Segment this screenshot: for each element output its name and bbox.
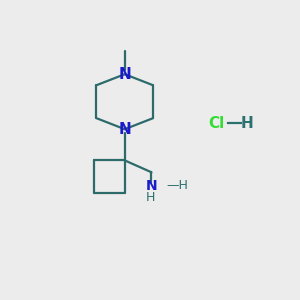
Text: H: H [241,116,253,131]
Text: N: N [118,67,131,82]
Text: H: H [146,191,156,204]
Text: Cl: Cl [209,116,225,131]
Text: N: N [118,122,131,137]
Text: —H: —H [166,178,188,192]
Text: N: N [146,179,157,193]
